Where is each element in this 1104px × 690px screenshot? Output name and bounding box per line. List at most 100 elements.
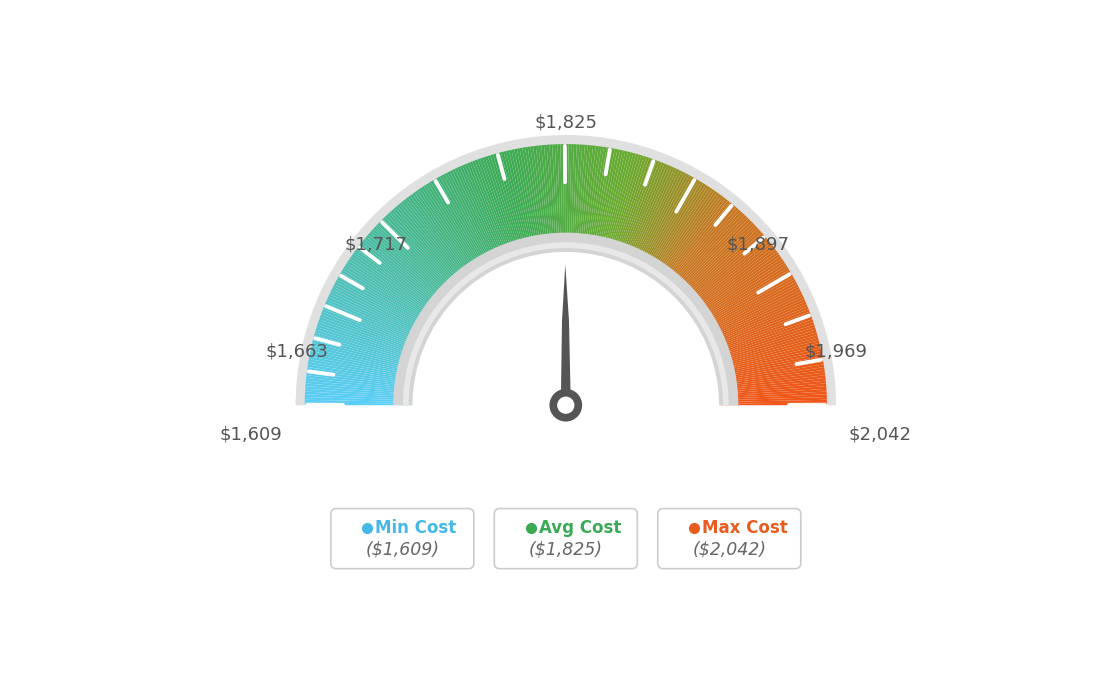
Wedge shape (550, 144, 558, 251)
Text: $1,969: $1,969 (805, 343, 868, 361)
Text: $1,663: $1,663 (265, 343, 328, 361)
Wedge shape (670, 213, 744, 293)
Wedge shape (641, 178, 697, 271)
Wedge shape (354, 250, 442, 315)
Text: $1,717: $1,717 (344, 235, 407, 253)
Wedge shape (703, 286, 799, 337)
Wedge shape (606, 153, 636, 257)
Wedge shape (718, 362, 824, 381)
Wedge shape (709, 306, 808, 348)
Wedge shape (336, 279, 431, 333)
Wedge shape (316, 327, 418, 361)
Wedge shape (577, 145, 587, 251)
Wedge shape (305, 400, 412, 404)
Wedge shape (305, 397, 412, 402)
Wedge shape (393, 208, 465, 289)
Wedge shape (586, 146, 604, 253)
Text: Min Cost: Min Cost (375, 519, 456, 537)
Wedge shape (311, 346, 415, 371)
Wedge shape (648, 185, 708, 276)
Wedge shape (702, 284, 798, 335)
Wedge shape (373, 226, 454, 301)
Wedge shape (511, 149, 535, 254)
Wedge shape (718, 359, 824, 380)
Wedge shape (578, 145, 591, 251)
Wedge shape (360, 243, 445, 310)
Wedge shape (566, 144, 569, 251)
FancyBboxPatch shape (658, 509, 800, 569)
Wedge shape (694, 261, 785, 321)
Wedge shape (435, 178, 490, 271)
Wedge shape (408, 195, 474, 282)
Wedge shape (308, 362, 414, 381)
Wedge shape (381, 219, 458, 296)
Wedge shape (595, 149, 617, 254)
Wedge shape (626, 164, 669, 264)
Wedge shape (437, 177, 491, 270)
Wedge shape (675, 221, 752, 297)
Wedge shape (652, 189, 714, 279)
Wedge shape (370, 230, 452, 303)
Wedge shape (711, 314, 811, 353)
Wedge shape (693, 259, 783, 319)
Wedge shape (342, 268, 435, 325)
Wedge shape (680, 230, 762, 303)
Wedge shape (358, 245, 444, 312)
Wedge shape (719, 373, 825, 388)
Wedge shape (307, 373, 413, 388)
Wedge shape (552, 144, 560, 251)
Wedge shape (628, 167, 675, 265)
Wedge shape (312, 337, 416, 367)
Wedge shape (368, 233, 450, 304)
Wedge shape (296, 135, 836, 405)
Wedge shape (658, 195, 723, 282)
Wedge shape (684, 239, 768, 308)
Wedge shape (720, 386, 827, 395)
Wedge shape (604, 152, 634, 256)
Wedge shape (678, 226, 758, 301)
Wedge shape (522, 148, 542, 253)
Wedge shape (700, 277, 795, 331)
Wedge shape (710, 309, 809, 350)
Wedge shape (555, 144, 561, 251)
Wedge shape (701, 279, 796, 333)
Wedge shape (719, 375, 826, 389)
Wedge shape (697, 268, 789, 325)
Wedge shape (679, 228, 760, 302)
Wedge shape (485, 156, 520, 258)
Wedge shape (528, 146, 545, 253)
Wedge shape (463, 164, 506, 264)
Wedge shape (609, 155, 641, 257)
Wedge shape (671, 215, 746, 294)
Wedge shape (708, 302, 807, 346)
Wedge shape (704, 292, 803, 339)
Wedge shape (561, 144, 564, 251)
Wedge shape (688, 245, 774, 312)
Text: $1,825: $1,825 (534, 114, 597, 132)
Wedge shape (677, 224, 756, 299)
Wedge shape (455, 168, 501, 266)
Wedge shape (665, 204, 734, 287)
Wedge shape (590, 148, 609, 253)
Wedge shape (720, 391, 827, 399)
Wedge shape (459, 166, 505, 264)
Wedge shape (314, 335, 417, 365)
Wedge shape (490, 155, 522, 257)
Wedge shape (705, 294, 804, 341)
Wedge shape (692, 256, 782, 318)
Wedge shape (328, 294, 426, 341)
Wedge shape (343, 265, 435, 324)
Wedge shape (612, 156, 647, 258)
Wedge shape (699, 273, 792, 328)
Wedge shape (719, 370, 825, 386)
Wedge shape (493, 154, 524, 257)
Wedge shape (696, 263, 786, 322)
Wedge shape (682, 235, 765, 306)
Wedge shape (404, 199, 471, 284)
Wedge shape (322, 309, 422, 350)
Wedge shape (593, 148, 615, 253)
Wedge shape (341, 270, 434, 326)
Wedge shape (337, 277, 432, 331)
Wedge shape (598, 150, 623, 255)
Wedge shape (480, 158, 517, 259)
